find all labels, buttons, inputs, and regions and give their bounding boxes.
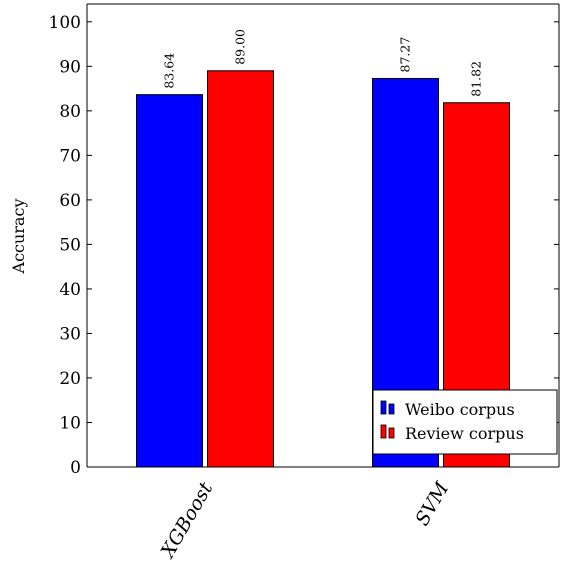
y-tick-label: 0: [70, 458, 81, 478]
bar-review-corpus-xgboost: [207, 70, 274, 468]
x-tick-label-svm: SVM: [411, 478, 453, 529]
x-tick-label-xgboost: XGBoost: [156, 478, 218, 561]
y-tick-label: 70: [59, 146, 81, 166]
y-ticks: 0 10 20 30 40 50 60 70 80 90 100: [49, 13, 559, 478]
y-tick-label: 40: [59, 280, 81, 300]
legend-swatch: [380, 424, 387, 439]
y-tick-label: 80: [59, 102, 81, 122]
bar-value-label: 83.64: [162, 53, 177, 89]
y-tick-label: 90: [59, 57, 81, 77]
bar-value-label: 89.00: [233, 29, 248, 65]
y-tick-label: 30: [59, 324, 81, 344]
y-tick-label: 60: [59, 191, 81, 211]
bar-value-label: 81.82: [469, 61, 484, 97]
y-tick-label: 20: [59, 369, 81, 389]
legend-label: Weibo corpus: [405, 400, 515, 419]
bar-value-label: 87.27: [398, 37, 413, 73]
y-tick-label: 50: [59, 235, 81, 255]
data-labels: 83.64 89.00 87.27 81.82: [162, 29, 484, 97]
legend: Weibo corpus Review corpus: [372, 389, 558, 455]
y-axis-title: Accuracy: [9, 199, 28, 275]
legend-swatch: [388, 403, 395, 415]
y-tick-label: 10: [59, 413, 81, 433]
legend-box: [372, 389, 558, 455]
legend-label: Review corpus: [405, 424, 524, 443]
legend-swatch: [388, 427, 395, 439]
x-tick-labels: XGBoost SVM: [156, 478, 454, 561]
legend-swatch: [380, 400, 387, 415]
bar-weibo-corpus-xgboost: [136, 94, 203, 468]
y-tick-label: 100: [49, 13, 81, 33]
